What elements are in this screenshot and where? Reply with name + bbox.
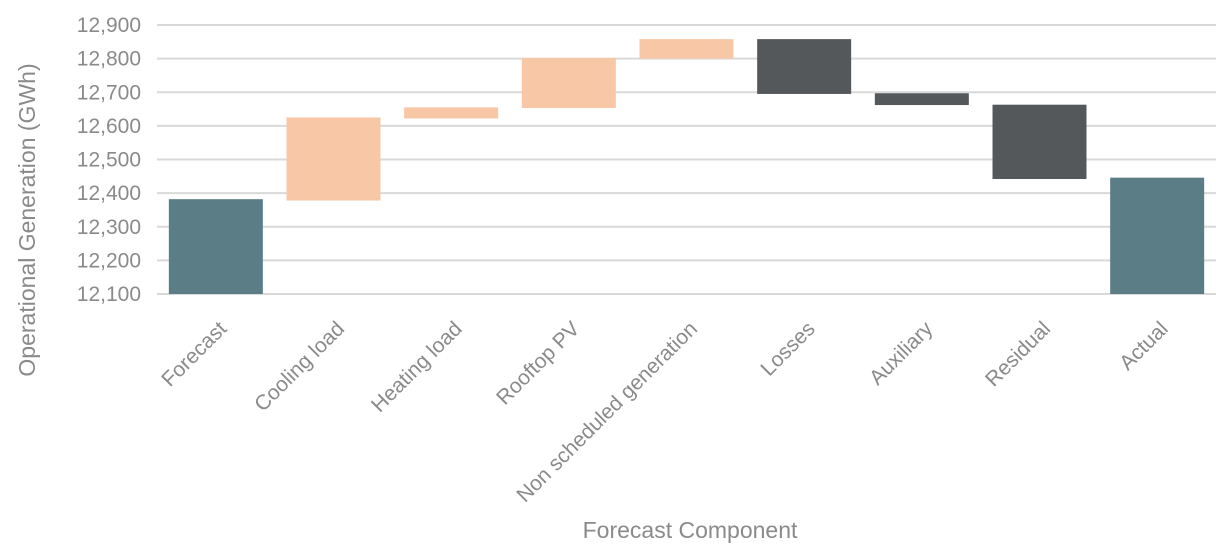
y-tick-label: 12,100: [77, 283, 141, 306]
bar-residual: [992, 104, 1087, 180]
y-tick-label: 12,400: [77, 182, 141, 205]
x-tick-label: Losses: [756, 317, 819, 380]
bar-forecast: [168, 199, 263, 294]
x-tick-label: Forecast: [157, 317, 231, 391]
bar-heating-load: [404, 107, 499, 119]
y-axis-title: Operational Generation (GWh): [14, 63, 40, 376]
y-tick-label: 12,600: [77, 115, 141, 138]
x-tick-label: Rooftop PV: [492, 317, 584, 409]
bar-actual: [1110, 177, 1205, 294]
x-tick-label: Residual: [981, 317, 1055, 391]
y-tick-label: 12,700: [77, 81, 141, 104]
x-tick-label: Heating load: [367, 317, 467, 417]
x-tick-label: Auxiliary: [865, 317, 938, 390]
bar-auxiliary: [874, 93, 969, 106]
y-tick-label: 12,500: [77, 149, 141, 172]
bar-cooling-load: [286, 117, 381, 201]
x-tick-label: Cooling load: [250, 317, 349, 416]
y-tick-label: 12,300: [77, 216, 141, 239]
bars: [168, 39, 1205, 294]
bar-non-scheduled-generation: [639, 39, 734, 59]
bar-losses: [757, 39, 852, 94]
y-axis-ticks: 12,100 12,200 12,300 12,400 12,500 12,600 12,7…: [77, 14, 141, 306]
x-axis-title: Forecast Component: [583, 517, 798, 543]
bar-rooftop-pv: [521, 57, 616, 109]
x-axis-ticks: Forecast Cooling load Heating load Rooftop …: [157, 317, 1172, 507]
y-tick-label: 12,200: [77, 249, 141, 272]
y-tick-label: 12,900: [77, 14, 141, 37]
y-tick-label: 12,800: [77, 48, 141, 71]
x-tick-label: Actual: [1115, 317, 1173, 375]
